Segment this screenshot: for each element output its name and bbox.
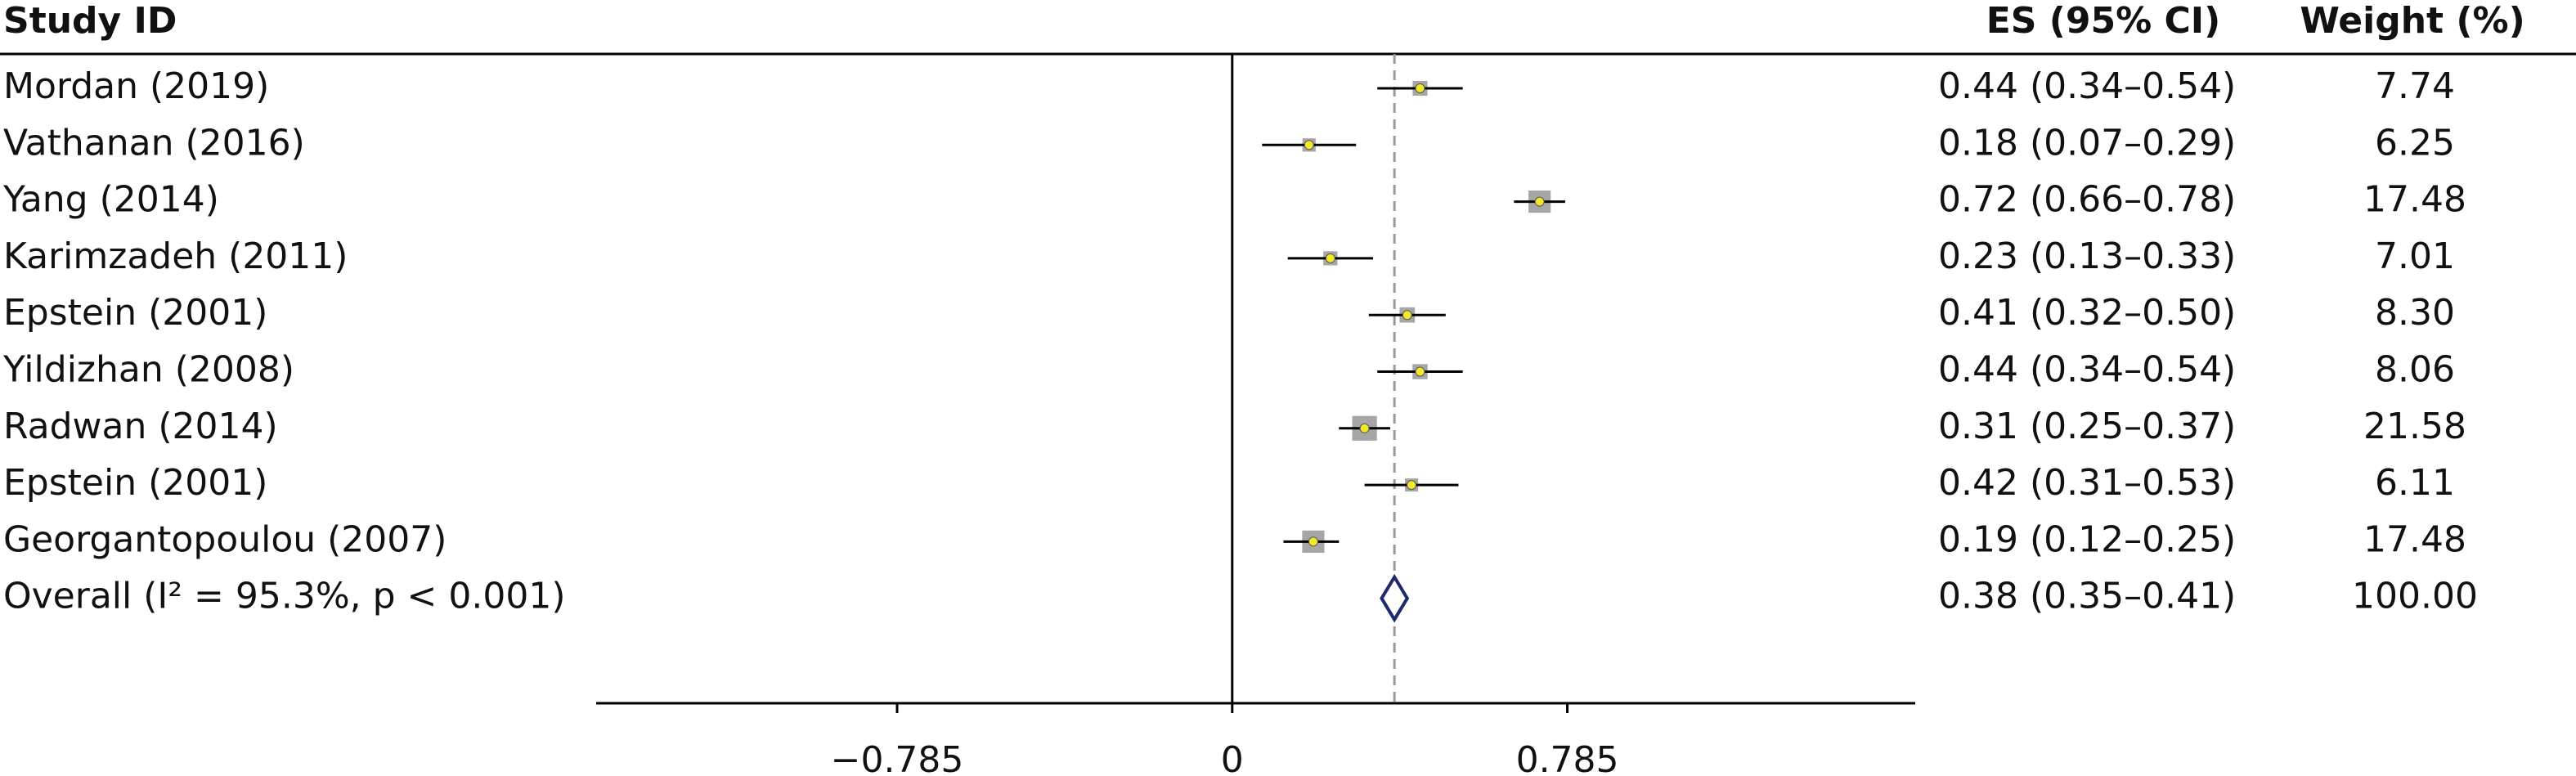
weight-label: 100.00	[2352, 576, 2478, 617]
point-estimate	[1415, 83, 1425, 93]
study-label: Karimzadeh (2011)	[3, 235, 348, 277]
point-estimate	[1407, 480, 1417, 491]
column-header: Weight (%)	[2300, 0, 2524, 42]
point-estimate	[1304, 140, 1314, 150]
weight-label: 17.48	[2363, 518, 2466, 560]
es-label: 0.31 (0.25–0.37)	[1938, 406, 2236, 447]
study-label: Radwan (2014)	[3, 406, 278, 447]
weight-label: 7.74	[2375, 65, 2455, 107]
point-estimate	[1534, 196, 1545, 207]
es-label: 0.41 (0.32–0.50)	[1938, 292, 2236, 334]
column-header: ES (95% CI)	[1986, 0, 2221, 42]
overall-diamond	[1380, 573, 1410, 623]
study-label: Epstein (2001)	[3, 462, 267, 504]
study-label: Georgantopoulou (2007)	[3, 518, 447, 560]
weight-label: 17.48	[2363, 179, 2466, 221]
es-label: 0.19 (0.12–0.25)	[1938, 518, 2236, 560]
point-estimate	[1308, 536, 1318, 547]
study-label: Yang (2014)	[2, 179, 219, 221]
x-tick-label: −0.785	[831, 739, 964, 776]
point-estimate	[1402, 310, 1412, 321]
study-label: Vathanan (2016)	[3, 122, 305, 164]
weight-label: 21.58	[2363, 406, 2466, 447]
es-label: 0.42 (0.31–0.53)	[1938, 462, 2236, 504]
weight-label: 6.25	[2375, 122, 2455, 164]
es-label: 0.38 (0.35–0.41)	[1938, 576, 2236, 617]
study-label: Epstein (2001)	[3, 292, 267, 334]
x-tick-label: 0	[1221, 739, 1244, 776]
es-label: 0.18 (0.07–0.29)	[1938, 122, 2236, 164]
weight-label: 8.30	[2375, 292, 2455, 334]
column-header: Study ID	[3, 0, 177, 42]
study-label: Mordan (2019)	[3, 65, 269, 107]
point-estimate	[1359, 423, 1370, 433]
study-label: Yildizhan (2008)	[2, 349, 294, 391]
weight-label: 7.01	[2375, 235, 2455, 277]
es-label: 0.72 (0.66–0.78)	[1938, 179, 2236, 221]
es-label: 0.44 (0.34–0.54)	[1938, 65, 2236, 107]
es-label: 0.44 (0.34–0.54)	[1938, 349, 2236, 391]
weight-label: 8.06	[2375, 349, 2455, 391]
overall-label: Overall (I² = 95.3%, p < 0.001)	[3, 576, 566, 617]
point-estimate	[1415, 366, 1425, 377]
point-estimate	[1325, 253, 1335, 263]
x-tick-label: 0.785	[1516, 739, 1619, 776]
weight-label: 6.11	[2375, 462, 2455, 504]
es-label: 0.23 (0.13–0.33)	[1938, 235, 2236, 277]
